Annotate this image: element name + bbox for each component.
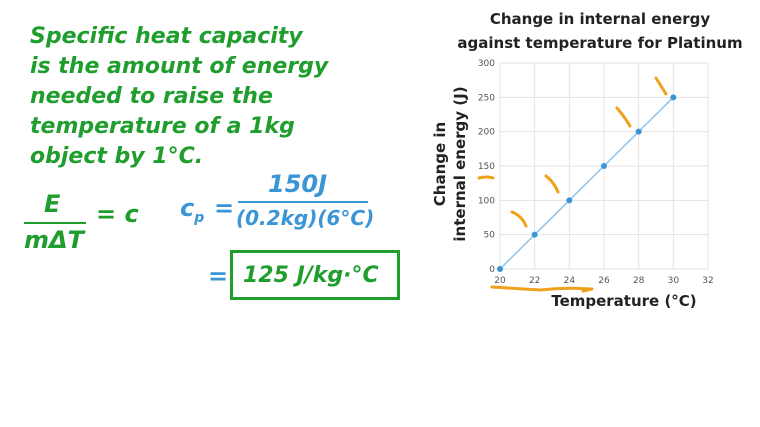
y-tick-label: 300 — [478, 59, 495, 69]
result-value: 125 J/kg·°C — [243, 263, 379, 288]
y-tick-label: 50 — [484, 231, 496, 241]
y-tick-label: 200 — [478, 128, 495, 138]
data-point — [670, 94, 677, 101]
calc-fraction-bar — [238, 201, 368, 203]
y-axis-highlight-mark — [477, 175, 495, 180]
chart-grid — [499, 62, 709, 270]
data-point — [601, 163, 607, 169]
cp-symbol: cp — [180, 194, 205, 226]
result-equals: = — [208, 262, 229, 290]
x-axis-label: Temperature (°C) — [551, 292, 696, 310]
y-axis-label-line: internal energy (J) — [451, 86, 469, 241]
formula-numerator: E — [44, 190, 61, 218]
chart-title: Change in internal energy against temper… — [457, 10, 742, 52]
formula-fraction-bar — [24, 222, 86, 224]
calc-denominator: (0.2kg)(6°C) — [236, 206, 375, 230]
x-tick-label: 26 — [598, 276, 610, 286]
x-tick-label: 24 — [564, 276, 576, 286]
x-tick-label: 22 — [529, 276, 540, 286]
chart-series — [497, 94, 677, 272]
calc-numerator: 150J — [268, 170, 328, 198]
x-tick-label: 28 — [633, 276, 645, 286]
formula-rhs: = c — [96, 200, 139, 228]
x-axis-highlight-arrow — [581, 287, 594, 293]
y-tick-label: 100 — [478, 196, 495, 206]
definition-line: temperature of a 1kg — [30, 114, 295, 139]
data-point — [635, 128, 642, 135]
y-tick-label: 150 — [478, 162, 495, 172]
series-line — [499, 96, 674, 270]
annotation-marks — [477, 76, 668, 293]
calc-equals: = — [214, 194, 235, 222]
point-marker-tick — [544, 174, 560, 194]
point-marker-tick — [510, 210, 528, 228]
x-tick-label: 20 — [494, 276, 506, 286]
y-tick-label: 250 — [478, 93, 495, 103]
answer-box: 125 J/kg·°C — [230, 250, 400, 300]
y-axis-label: Change in internal energy (J) — [431, 86, 469, 241]
definition-text: Specific heat capacity is the amount of … — [30, 22, 330, 172]
definition-line: Specific heat capacity — [30, 24, 303, 49]
x-tick-label: 32 — [702, 276, 713, 286]
chart-title-line: Change in internal energy — [490, 10, 711, 28]
y-axis-label-line: Change in — [431, 122, 449, 206]
x-axis-highlight-mark — [490, 285, 592, 292]
definition-line: needed to raise the — [30, 84, 273, 109]
definition-line: is the amount of energy — [30, 54, 329, 79]
formula-denominator: mΔT — [24, 226, 84, 254]
data-point — [531, 231, 538, 238]
definition-line: object by 1°C. — [30, 144, 204, 169]
chart-title-line: against temperature for Platinum — [457, 34, 742, 52]
data-point — [566, 197, 573, 204]
y-tick-label: 0 — [489, 265, 495, 275]
x-tick-label: 30 — [668, 276, 680, 286]
data-point — [497, 266, 503, 272]
point-marker-tick — [654, 76, 668, 96]
point-marker-tick — [615, 106, 632, 128]
chart-ticks: 20 22 24 26 28 30 32 0 50 100 150 200 250 300 — [478, 59, 714, 286]
